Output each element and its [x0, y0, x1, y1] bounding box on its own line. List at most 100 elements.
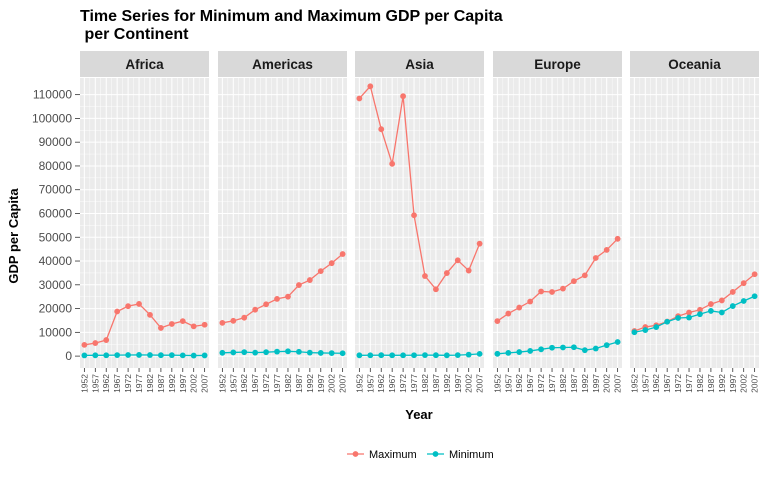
x-tick-label: 1967 — [525, 374, 535, 393]
data-point-minimum — [476, 350, 483, 357]
data-point-minimum — [707, 308, 714, 314]
x-tick-label: 2002 — [739, 374, 749, 393]
data-point-minimum — [516, 349, 523, 355]
data-point-maximum — [476, 240, 483, 247]
data-point-maximum — [263, 301, 270, 308]
data-point-minimum — [252, 349, 259, 356]
data-point-minimum — [686, 314, 692, 321]
data-point-minimum — [230, 349, 237, 356]
data-point-minimum — [179, 352, 186, 359]
data-point-maximum — [201, 321, 208, 328]
data-point-minimum — [614, 339, 621, 345]
data-point-minimum — [400, 352, 407, 359]
data-point-maximum — [686, 309, 692, 316]
data-point-maximum — [125, 303, 132, 310]
panel-americas: Americas 1952 1957 1962 1967 1972 1977 1982 1987… — [217, 51, 348, 393]
data-point-maximum — [147, 311, 153, 318]
data-point-maximum — [92, 340, 99, 346]
data-point-maximum — [516, 304, 523, 311]
data-point-minimum — [103, 352, 110, 359]
x-tick-label: 1997 — [453, 374, 463, 393]
data-point-minimum — [219, 349, 226, 356]
data-point-minimum — [339, 350, 346, 357]
series-line-minimum — [84, 354, 205, 357]
x-tick-label: 2002 — [602, 374, 612, 393]
data-point-minimum — [81, 352, 88, 359]
x-tick-label: 1992 — [442, 374, 452, 393]
x-tick-label: 1952 — [354, 374, 364, 393]
y-tick-label: 0 — [65, 349, 72, 363]
x-tick-label: 1952 — [629, 374, 639, 393]
x-tick-label: 1957 — [90, 374, 100, 393]
chart-title-line-1: Time Series for Minimum and Maximum GDP … — [80, 8, 503, 25]
x-tick-label: 1972 — [536, 374, 546, 393]
x-tick-label: 1962 — [101, 374, 111, 393]
data-point-maximum — [538, 288, 545, 295]
data-point-maximum — [570, 278, 577, 285]
data-point-maximum — [378, 126, 385, 133]
legend-key-point — [352, 451, 359, 457]
data-point-minimum — [675, 315, 682, 321]
x-tick-label: 1982 — [283, 374, 293, 393]
data-point-maximum — [168, 321, 175, 327]
x-tick-label: 1982 — [145, 374, 155, 393]
data-point-minimum — [505, 349, 512, 356]
data-point-minimum — [592, 345, 599, 352]
data-point-maximum — [454, 257, 461, 264]
data-point-minimum — [465, 351, 472, 358]
facet-strip — [355, 51, 484, 77]
x-tick-label: 1977 — [547, 374, 557, 393]
x-tick-label: 1987 — [569, 374, 579, 393]
data-point-minimum — [527, 348, 534, 354]
x-tick-label: 2007 — [613, 374, 623, 393]
data-point-minimum — [443, 352, 450, 359]
data-point-minimum — [274, 348, 280, 355]
x-tick-label: 1997 — [178, 374, 188, 393]
data-point-maximum — [179, 318, 186, 325]
x-tick-label: 2002 — [464, 374, 474, 393]
x-tick-label: 1992 — [580, 374, 590, 393]
data-point-maximum — [356, 95, 363, 102]
data-point-minimum — [560, 344, 566, 351]
x-tick-label: 1962 — [376, 374, 386, 393]
data-point-maximum — [157, 325, 164, 331]
y-tick-label: 70000 — [39, 183, 73, 197]
data-point-maximum — [740, 280, 747, 287]
x-tick-label: 1967 — [387, 374, 397, 393]
data-point-minimum — [697, 311, 703, 318]
panel-asia: Asia 1952 1957 1962 1967 1972 1977 1982 1987 1992… — [354, 51, 485, 393]
x-tick-label: 1952 — [217, 374, 227, 393]
facet-label: Asia — [405, 57, 434, 72]
data-point-minimum — [740, 298, 747, 304]
data-point-maximum — [494, 318, 501, 324]
x-tick-label: 2007 — [200, 374, 210, 393]
data-point-minimum — [168, 352, 175, 359]
data-point-minimum — [718, 309, 725, 316]
data-point-maximum — [505, 310, 512, 317]
data-point-maximum — [81, 341, 88, 348]
data-point-minimum — [295, 348, 302, 355]
y-tick-label: 60000 — [39, 206, 73, 220]
facet-strip — [218, 51, 347, 77]
x-tick-label: 1987 — [156, 374, 166, 393]
data-point-minimum — [356, 352, 363, 359]
data-point-minimum — [411, 352, 417, 359]
data-point-minimum — [125, 352, 132, 358]
y-tick-label: 90000 — [39, 135, 73, 149]
facet-label: Oceania — [668, 57, 721, 72]
data-point-minimum — [389, 352, 396, 359]
data-point-maximum — [230, 317, 237, 324]
data-point-minimum — [751, 293, 758, 300]
data-point-minimum — [263, 349, 270, 356]
data-point-maximum — [718, 297, 725, 304]
data-point-maximum — [219, 319, 226, 326]
data-point-maximum — [389, 160, 396, 167]
data-point-minimum — [549, 344, 555, 351]
facet-label: Americas — [252, 57, 313, 72]
data-point-maximum — [527, 298, 534, 305]
